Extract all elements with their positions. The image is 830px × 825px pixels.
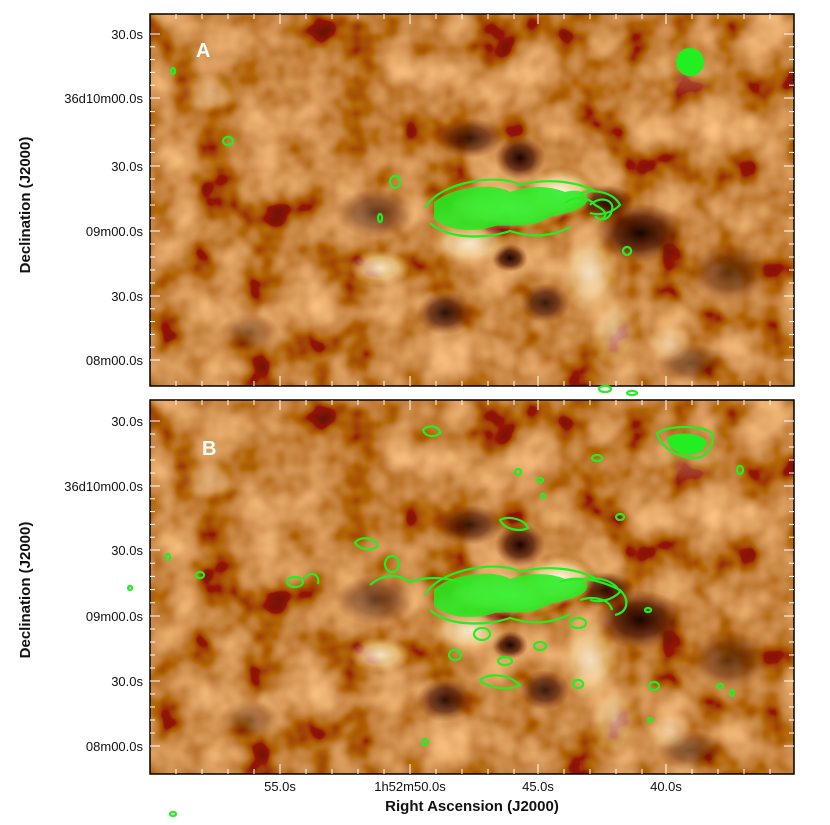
x-axis-title: Right Ascension (J2000) <box>385 798 559 815</box>
y-tick-label: 30.0s <box>111 27 143 42</box>
y-tick-label: 09m00.0s <box>86 224 144 239</box>
y-axis-title-panel-b: Declination (J2000) <box>17 522 34 659</box>
x-tick-label: 45.0s <box>522 779 554 794</box>
panel-a: A <box>149 13 795 387</box>
x-tick-label: 1h52m50.0s <box>374 779 446 794</box>
panel-b-letter: B <box>202 438 216 460</box>
y-tick-label: 30.0s <box>111 674 143 689</box>
y-tick-label: 30.0s <box>111 289 143 304</box>
y-tick-label: 08m00.0s <box>86 739 144 754</box>
panel-a-letter: A <box>196 40 210 62</box>
x-tick-label: 55.0s <box>264 779 296 794</box>
y-tick-label: 09m00.0s <box>86 609 144 624</box>
panel-b-frame <box>149 399 795 775</box>
y-tick-labels: 30.0s 36d10m00.0s 30.0s 09m00.0s 30.0s 08m00.… <box>64 27 143 754</box>
x-tick-label: 40.0s <box>650 779 682 794</box>
axis-ticks <box>150 14 794 774</box>
y-tick-label: 08m00.0s <box>86 353 144 368</box>
y-tick-label: 36d10m00.0s <box>64 479 143 494</box>
y-tick-label: 30.0s <box>111 159 143 174</box>
y-axis-title-panel-a: Declination (J2000) <box>17 137 34 274</box>
panel-b: B <box>149 399 795 775</box>
y-tick-label: 30.0s <box>111 414 143 429</box>
panel-a-frame <box>149 13 795 387</box>
x-tick-labels: 55.0s 1h52m50.0s 45.0s 40.0s <box>264 779 682 794</box>
y-tick-label: 30.0s <box>111 543 143 558</box>
y-tick-label: 36d10m00.0s <box>64 91 143 106</box>
